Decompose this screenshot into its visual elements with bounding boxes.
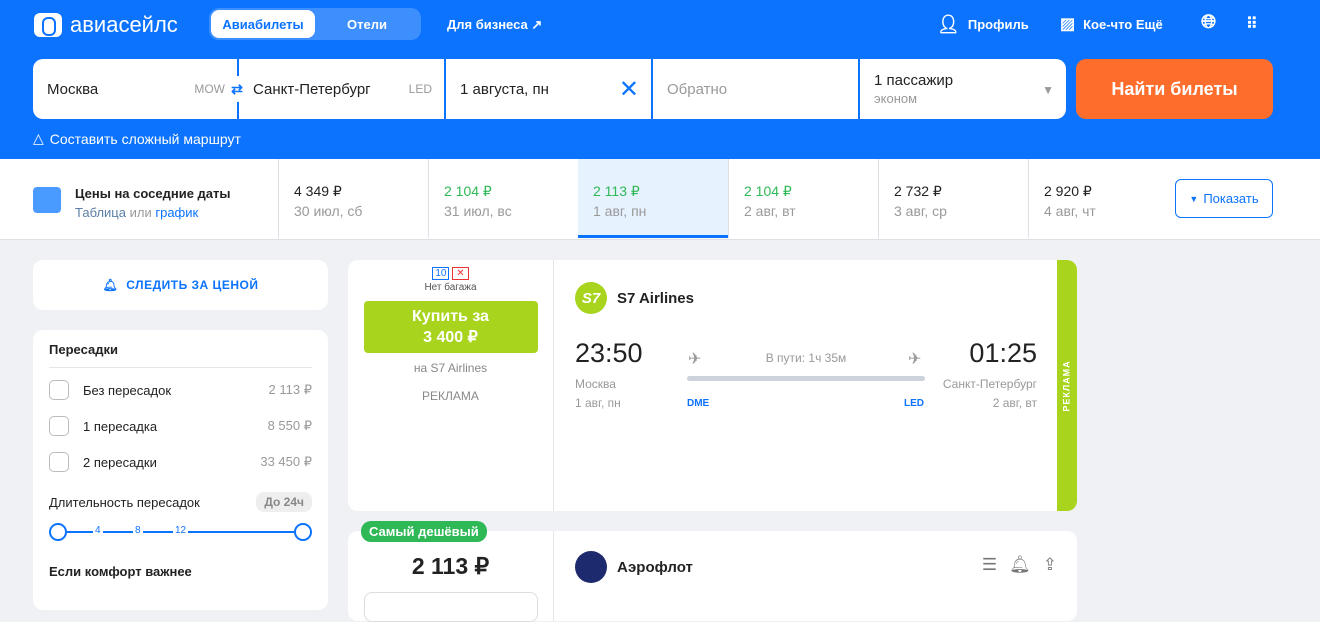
dates-title: Цены на соседние даты (75, 186, 231, 201)
user-icon: 👤︎ (937, 14, 960, 34)
landing-icon: ✈ (908, 351, 922, 368)
ad-ticket-card[interactable]: 10 ✕ Нет багажа Купить за 3 400 ₽ на S7 A… (348, 260, 1077, 511)
checkbox[interactable] (49, 452, 69, 472)
caret-down-icon: ▼ (1189, 193, 1199, 204)
no-luggage-icon: ✕ (452, 267, 469, 280)
slider-handle-max[interactable] (294, 523, 312, 541)
filters-panel: Пересадки Без пересадок 2 113 ₽ 1 пересад… (33, 330, 328, 610)
s7-logo: S7 (575, 282, 607, 314)
route-icon: △ (33, 130, 44, 146)
buy-button[interactable]: Купить за 3 400 ₽ (363, 301, 538, 353)
select-ticket-button[interactable] (363, 592, 538, 622)
chevron-down-icon: ▼ (1042, 83, 1054, 97)
logo-icon (34, 13, 62, 37)
search-form: Москва MOW Санкт-Петербург LED 1 августа, … (33, 59, 1066, 119)
filter-one-stop[interactable]: 1 пересадка 8 550 ₽ (49, 408, 312, 444)
bell-icon: 🔔︎ (102, 278, 119, 292)
profile-button[interactable]: 👤︎ Профиль (937, 14, 1029, 34)
date-option[interactable]: 2 732 ₽3 авг, ср (878, 159, 1028, 238)
product-tabs: Авиабилеты Отели (209, 8, 421, 40)
checkbox[interactable] (49, 416, 69, 436)
date-field[interactable]: 1 августа, пн ✕ (446, 59, 651, 119)
cheapest-badge: Самый дешёвый (361, 521, 487, 542)
return-date-field[interactable]: Обратно (653, 59, 858, 119)
chart-link[interactable]: график (155, 205, 199, 220)
ticket-card[interactable]: 2 113 ₽ Аэрофлот ☰ 🔔︎ ⇪ (348, 531, 1077, 622)
find-tickets-button[interactable]: Найти билеты (1076, 59, 1273, 119)
table-link[interactable]: Таблица (75, 205, 126, 220)
ticket-icon: ▨ (1060, 16, 1076, 33)
header: авиасейлс Авиабилеты Отели Для бизнеса ↗… (0, 0, 1320, 159)
tab-hotels[interactable]: Отели (347, 16, 387, 32)
logo[interactable]: авиасейлс (34, 12, 178, 38)
show-dates-button[interactable]: ▼ Показать (1175, 179, 1273, 218)
destination-field[interactable]: Санкт-Петербург LED (239, 59, 444, 119)
route-line (687, 376, 925, 381)
add-to-list-icon[interactable]: ☰ (981, 555, 998, 574)
date-option[interactable]: 4 349 ₽30 июл, сб (278, 159, 428, 238)
bell-icon[interactable]: 🔔︎ (1009, 555, 1031, 574)
passengers-select[interactable]: 1 пассажир эконом ▼ (860, 59, 1066, 119)
checkbox[interactable] (49, 380, 69, 400)
ad-side-label: РЕКЛАМА (1057, 260, 1077, 511)
takeoff-icon: ✈ (688, 351, 702, 368)
share-icon[interactable]: ⇪ (1042, 555, 1057, 574)
clear-date-icon[interactable]: ✕ (618, 75, 639, 103)
date-option[interactable]: 2 104 ₽2 авг, вт (728, 159, 878, 238)
filter-nonstop[interactable]: Без пересадок 2 113 ₽ (49, 372, 312, 408)
slider-handle-min[interactable] (49, 523, 67, 541)
nearby-dates-bar: Цены на соседние даты Таблица или график… (0, 159, 1320, 240)
date-option-selected[interactable]: 2 113 ₽1 авг, пн (578, 159, 728, 238)
date-option[interactable]: 2 920 ₽4 авг, чт (1028, 159, 1178, 238)
tab-flights[interactable]: Авиабилеты (211, 10, 315, 38)
swap-icon[interactable]: ⇄ (224, 76, 250, 102)
calendar-icon (33, 187, 61, 213)
business-link[interactable]: Для бизнеса ↗ (447, 17, 543, 32)
duration-slider[interactable]: 4 8 12 (49, 520, 312, 544)
more-button[interactable]: ▨ Кое-что Ещё (1060, 16, 1163, 33)
filter-two-stops[interactable]: 2 пересадки 33 450 ₽ (49, 444, 312, 480)
apps-grid-icon[interactable]: ⠿ (1246, 16, 1258, 33)
date-option[interactable]: 2 104 ₽31 июл, вс (428, 159, 578, 238)
origin-field[interactable]: Москва MOW (33, 59, 237, 119)
globe-icon[interactable]: 🌐︎ (1201, 12, 1217, 33)
aeroflot-logo (575, 551, 607, 583)
track-price-button[interactable]: 🔔︎ СЛЕДИТЬ ЗА ЦЕНОЙ (33, 260, 328, 310)
complex-route-link[interactable]: △ Составить сложный маршрут (33, 130, 241, 147)
baggage-icons: 10 ✕ (348, 267, 553, 280)
